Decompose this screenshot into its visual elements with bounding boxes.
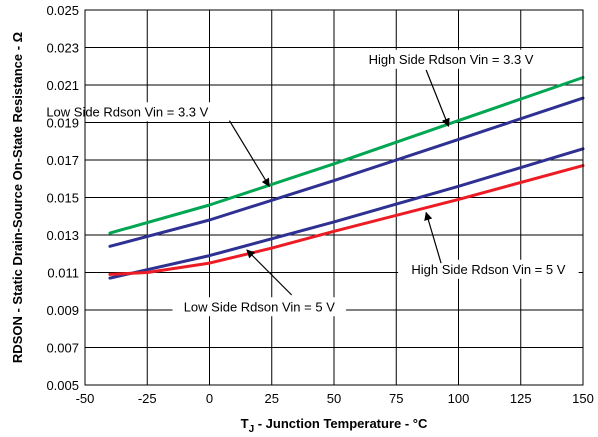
annotation-label-bg [353,49,549,69]
x-tick-label: 0 [206,391,213,406]
annotation-arrow-1 [425,69,450,128]
annotation-label-4: Low Side Rdson Vin = 5 V [184,299,335,314]
x-tick-label: -50 [76,391,95,406]
y-tick-label: 0.015 [46,191,79,206]
y-tick-labels: 0.005 0.007 0.009 0.011 0.013 0.015 0.017 0.019… [46,3,79,393]
y-tick-label: 0.011 [47,266,79,281]
x-tick-label: 25 [265,391,279,406]
y-tick-label: 0.009 [46,303,79,318]
annotation-arrow-2 [228,120,270,187]
y-axis-title: RDSON - Static Drain-Source On-State Res… [10,32,25,363]
y-tick-label: 0.005 [46,378,79,393]
x-tick-labels: -50 -25 0 25 50 75 100 125 150 [76,391,594,406]
annotation-arrow-4 [246,249,293,296]
annotation-layer: High Side Rdson Vin = 3.3 V Low Side Rdso… [33,49,579,317]
annotation-label-3: High Side Rdson Vin = 5 V [411,262,565,277]
x-tick-label: 75 [389,391,403,406]
x-axis-title: TJ - Junction Temperature - °C [241,416,428,435]
plot-frame [84,9,584,386]
annotation-label-bg [33,102,222,122]
annotation-label-2: Low Side Rdson Vin = 3.3 V [46,104,208,119]
x-axis-title-subscript: J [249,424,255,435]
series-line-4 [108,164,585,276]
annotation-label-bg [172,297,347,317]
x-axis-title-rest: - Junction Temperature - °C [254,416,428,431]
annotation-label-bg [398,259,579,279]
x-axis-title-main: T [241,416,249,431]
y-tick-label: 0.021 [46,78,79,93]
annotation-label-1: High Side Rdson Vin = 3.3 V [369,52,534,67]
series-line-1 [108,76,585,235]
x-tick-label: 50 [327,391,341,406]
y-tick-label: 0.019 [46,116,79,131]
y-tick-label: 0.023 [46,41,79,56]
annotation-arrow-3 [424,211,442,264]
x-tick-label: 125 [510,391,532,406]
series-layer [108,76,585,280]
x-tick-label: 100 [448,391,470,406]
y-tick-label: 0.025 [46,3,79,18]
series-line-2 [108,96,585,248]
x-tick-label: 150 [572,391,594,406]
y-tick-label: 0.007 [46,341,79,356]
y-tick-label: 0.017 [46,153,79,168]
x-tick-label: -25 [138,391,157,406]
series-line-3 [108,147,585,280]
y-tick-label: 0.013 [46,228,79,243]
